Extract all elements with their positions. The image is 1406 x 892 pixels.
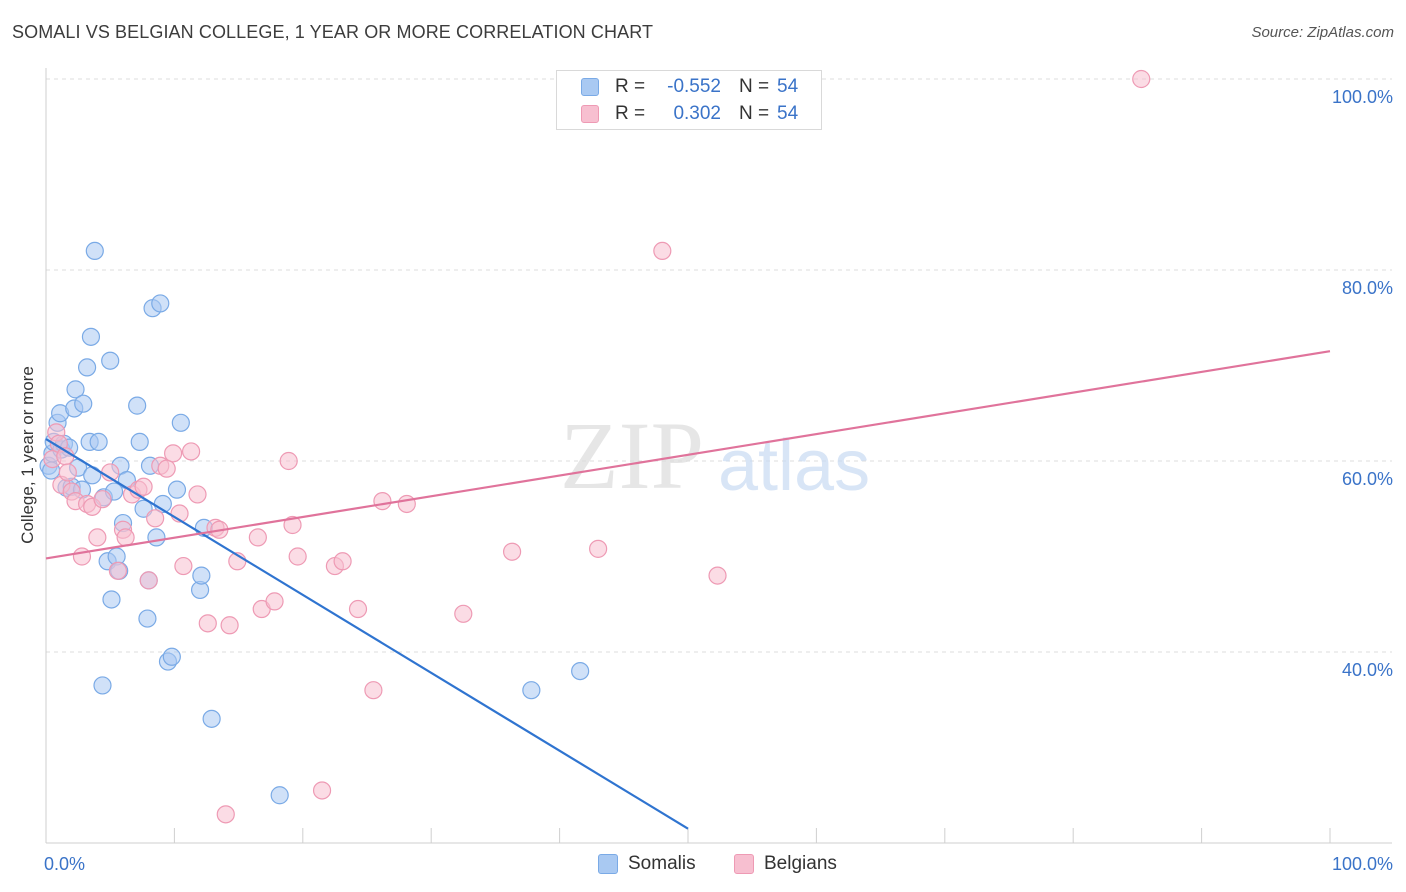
belgian-point: [348, 599, 368, 619]
belgian-swatch: [581, 105, 599, 123]
belgian-point: [188, 485, 207, 504]
somali-point: [167, 480, 187, 499]
belgian-point: [397, 494, 416, 514]
belgian-point: [58, 463, 77, 482]
somali-point: [93, 676, 112, 695]
belgian-point: [220, 616, 239, 635]
belgian-point: [248, 528, 267, 547]
somali-point: [151, 294, 170, 313]
source-label: Source: ZipAtlas.com: [1251, 24, 1394, 41]
belgian-point: [88, 528, 107, 547]
r-label: R =: [615, 103, 646, 124]
y-tick-label-80: 80.0%: [1342, 278, 1393, 298]
bottom-legend-somali: Somalis: [598, 852, 696, 876]
somali-point: [128, 396, 147, 415]
belgian-point: [174, 556, 193, 576]
belgian-point: [283, 515, 302, 535]
somali-point: [171, 413, 190, 432]
somali-point: [102, 590, 121, 609]
somali-point: [138, 609, 157, 628]
belgian-point: [454, 604, 473, 623]
belgian-point: [1132, 69, 1151, 89]
somali-point: [522, 681, 541, 700]
somali-point: [74, 394, 93, 413]
belgian-point: [279, 451, 298, 471]
legend-label-belgian: Belgians: [764, 853, 837, 874]
belgian-trend-line: [45, 350, 1331, 560]
y-axis-label: College, 1 year or more: [18, 366, 37, 544]
somali-point: [202, 709, 221, 728]
belgian-point: [708, 566, 727, 585]
belgian-point: [139, 571, 158, 590]
legend-row-somali: R = -0.552 N = 54: [581, 74, 798, 100]
n-label: N =: [739, 103, 770, 124]
somali-point: [162, 647, 181, 666]
belgian-point: [265, 592, 284, 611]
belgian-point: [198, 614, 217, 633]
watermark-atlas: atlas: [718, 426, 870, 506]
legend-row-belgian: R = 0.302 N = 54: [581, 101, 798, 127]
belgian-point: [116, 528, 135, 547]
somali-point: [85, 241, 104, 260]
belgian-point: [216, 805, 235, 824]
somali-swatch: [598, 854, 618, 874]
belgian-point: [502, 542, 522, 561]
y-tick-label-60: 60.0%: [1342, 469, 1393, 489]
belgian-point: [312, 781, 332, 800]
belgian-point: [364, 681, 383, 700]
somali-point: [81, 327, 101, 346]
belgian-swatch: [734, 854, 754, 874]
r-value: -0.552: [667, 76, 721, 97]
n-value: 54: [777, 76, 799, 97]
r-label: R =: [615, 76, 646, 97]
tick-labels: 40.0% 60.0% 80.0% 100.0% 0.0% 100.0%: [44, 87, 1393, 874]
gridlines: [46, 78, 1392, 653]
somali-point: [83, 466, 102, 485]
somali-point: [101, 351, 120, 370]
y-tick-label-100: 100.0%: [1332, 87, 1393, 107]
somali-point: [77, 358, 97, 377]
somali-point: [571, 661, 590, 681]
r-value: 0.302: [673, 103, 721, 124]
belgian-point: [108, 561, 128, 580]
belgian-point: [589, 539, 608, 558]
belgian-point: [134, 477, 153, 496]
correlation-legend: R = -0.552 N = 54 R = 0.302 N = 54: [556, 70, 822, 130]
belgian-point: [653, 241, 672, 260]
n-label: N =: [739, 76, 770, 97]
somali-point: [89, 432, 108, 451]
belgian-point: [181, 442, 201, 461]
legend-label-somali: Somalis: [628, 853, 696, 874]
somali-point: [147, 528, 166, 547]
y-tick-label-40: 40.0%: [1342, 660, 1393, 680]
trend-lines: [45, 350, 1331, 830]
x-tick-label-0: 0.0%: [44, 854, 85, 874]
somali-trend-line: [45, 438, 689, 830]
bottom-legend-belgian: Belgians: [734, 852, 837, 876]
n-value: 54: [777, 103, 799, 124]
somali-point: [270, 786, 289, 805]
belgian-point: [288, 547, 307, 566]
chart-title: SOMALI VS BELGIAN COLLEGE, 1 YEAR OR MOR…: [12, 22, 654, 42]
somali-swatch: [581, 78, 599, 96]
belgian-point: [373, 492, 392, 511]
belgian-point: [146, 509, 165, 528]
belgian-point: [93, 490, 112, 509]
somali-point: [192, 566, 211, 585]
belgian-point: [157, 459, 176, 478]
somali-point: [130, 432, 149, 451]
belgian-point: [333, 552, 352, 571]
somali-point: [66, 380, 85, 399]
x-tick-label-100: 100.0%: [1332, 854, 1393, 874]
belgian-point: [164, 444, 183, 463]
